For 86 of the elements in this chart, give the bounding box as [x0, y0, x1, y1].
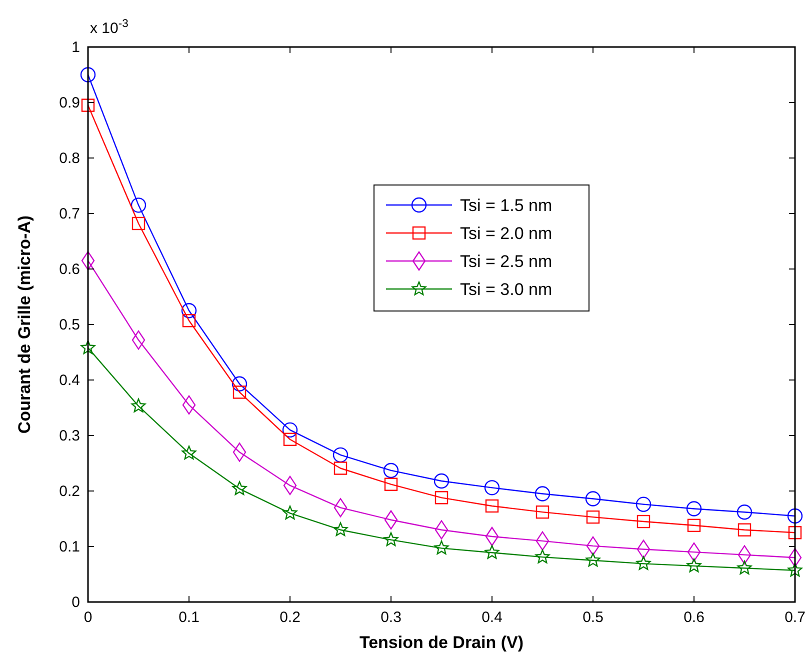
x-tick-label: 0.2	[280, 609, 300, 626]
point	[536, 505, 550, 519]
point	[485, 499, 499, 513]
point	[132, 330, 146, 350]
y-tick-label: 0.5	[59, 316, 80, 334]
point	[636, 496, 652, 512]
point	[787, 508, 803, 524]
point	[80, 340, 96, 354]
point	[687, 542, 701, 562]
point	[384, 532, 398, 546]
point	[738, 523, 752, 536]
point	[232, 442, 246, 462]
point	[686, 501, 702, 516]
point	[283, 432, 297, 446]
point	[384, 478, 398, 491]
point	[232, 481, 247, 496]
point	[383, 462, 399, 478]
point	[434, 540, 449, 554]
y-tick-label: 0	[72, 594, 80, 611]
point	[282, 506, 298, 520]
point	[333, 522, 348, 536]
point	[434, 491, 448, 504]
point	[586, 510, 600, 524]
point	[332, 447, 348, 463]
point	[131, 398, 146, 412]
point	[586, 536, 600, 556]
x-tick-label: 0.6	[684, 609, 704, 626]
point	[636, 556, 651, 570]
point	[484, 545, 500, 559]
x-tick-label: 0.1	[178, 609, 200, 626]
point	[182, 395, 196, 415]
y-tick-label: 0.8	[59, 150, 80, 167]
y-tick-label: 0.6	[59, 261, 80, 278]
point	[282, 422, 298, 438]
point	[182, 446, 196, 460]
legend-label: Tsi = 2.5 nm	[460, 252, 552, 271]
point	[434, 520, 448, 540]
point	[81, 98, 95, 112]
point	[182, 314, 196, 328]
point	[130, 198, 146, 213]
point	[586, 552, 600, 567]
y-tick-label: 0.7	[59, 206, 80, 222]
legend-label: Tsi = 1.5 nm	[460, 196, 552, 215]
y-tick-label: 0.1	[59, 538, 80, 556]
point	[536, 531, 550, 551]
point	[232, 376, 248, 392]
point	[738, 545, 752, 564]
x-tick-label: 0.5	[582, 609, 604, 626]
point	[485, 526, 499, 546]
text: x 10$^{-3}$	[90, 18, 128, 37]
point	[181, 303, 197, 318]
legend-label: Tsi = 3.0 nm	[460, 280, 552, 299]
x-axis-title: Tension de Drain (V)	[359, 633, 524, 652]
point	[80, 67, 96, 82]
y-tick-label: 1	[72, 39, 80, 56]
point	[736, 504, 752, 520]
point	[636, 540, 650, 559]
point	[585, 491, 601, 506]
point	[232, 386, 246, 399]
y-tick-label: 0.3	[59, 428, 80, 444]
point	[636, 514, 650, 528]
point	[788, 526, 802, 540]
y-tick-label: 0.4	[59, 372, 80, 389]
point	[535, 549, 550, 564]
point	[434, 473, 450, 489]
y-tick-label: 0.2	[59, 483, 80, 500]
point	[687, 518, 701, 532]
point	[737, 560, 752, 574]
y-axis-title: Courant de Grille (micro-A)	[15, 215, 34, 434]
point	[334, 498, 348, 518]
point	[334, 462, 348, 475]
point	[788, 562, 802, 577]
legend-label: Tsi = 2.0 nm	[460, 224, 552, 243]
point	[81, 251, 95, 270]
point	[484, 480, 500, 496]
x-tick-label: 0.7	[784, 609, 806, 626]
x-tick-label: 0.4	[482, 609, 502, 626]
point	[788, 548, 802, 568]
y-tick-label: 0.9	[59, 94, 80, 112]
point	[132, 216, 146, 230]
point	[384, 510, 398, 530]
point	[534, 486, 550, 502]
point	[283, 476, 297, 496]
x-tick-label: 0	[84, 609, 92, 626]
x-tick-label: 0.3	[380, 609, 402, 626]
point	[686, 558, 702, 572]
